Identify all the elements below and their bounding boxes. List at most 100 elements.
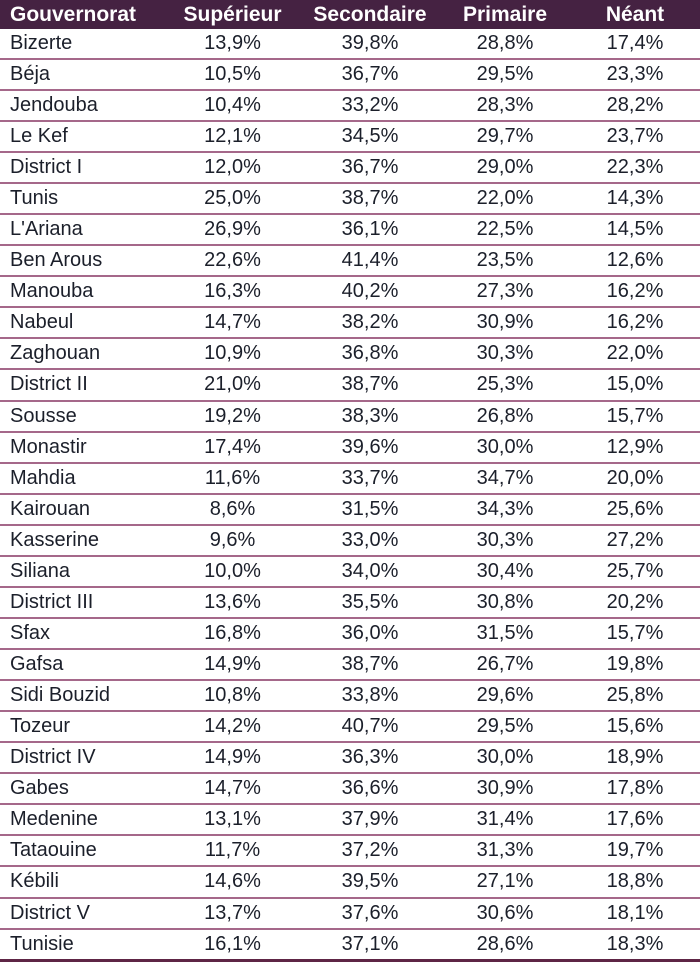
value-cell: 22,6% [204,249,261,272]
governorate-cell: Ben Arous [10,249,103,272]
value-cell: 28,8% [476,31,534,54]
value-cell: 28,2% [606,93,664,116]
table-row: Tataouine 11,7% 37,2% 31,3% 19,7% [0,835,700,866]
governorate-cell: District I [10,156,83,179]
column-header-gouvernorat: Gouvernorat [0,0,165,29]
value-cell: 34,3% [476,497,534,520]
governorate-cell: Kasserine [10,528,99,551]
governorate-cell: Tozeur [10,715,71,738]
value-cell: 11,6% [204,466,261,489]
table-row: Siliana 10,0% 34,0% 30,4% 25,7% [0,555,700,587]
table-row: Kébili 14,6% 39,5% 27,1% 18,8% [0,866,700,897]
value-cell: 39,8% [341,31,399,54]
table-row: Mahdia 11,6% 33,7% 34,7% 20,0% [0,462,700,494]
value-cell: 16,1% [204,932,261,955]
value-cell: 25,3% [476,373,534,396]
value-cell: 30,9% [476,777,534,800]
value-cell: 38,7% [341,653,399,676]
value-cell: 30,8% [476,590,534,613]
value-cell: 14,9% [204,746,261,769]
table-row: Sfax 16,8% 36,0% 31,5% 15,7% [0,617,700,649]
value-cell: 31,4% [476,808,534,831]
table-row: Sidi Bouzid 10,8% 33,8% 29,6% 25,8% [0,680,700,711]
value-cell: 22,3% [606,156,664,179]
value-cell: 37,9% [341,808,399,831]
table-row: District V 13,7% 37,6% 30,6% 18,1% [0,897,700,929]
value-cell: 18,9% [606,746,664,769]
value-cell: 17,4% [204,435,261,458]
governorate-cell: L'Ariana [10,218,83,241]
header-row: Gouvernorat Supérieur Secondaire Primair… [0,0,700,29]
column-header-superieur: Supérieur [165,0,300,29]
governorate-cell: District II [10,373,88,396]
value-cell: 11,7% [204,839,261,862]
value-cell: 29,7% [476,124,534,147]
value-cell: 36,7% [341,156,399,179]
value-cell: 36,0% [341,621,399,644]
value-cell: 36,3% [341,746,399,769]
value-cell: 37,1% [341,932,399,955]
value-cell: 18,1% [606,901,664,924]
table-row: District IV 14,9% 36,3% 30,0% 18,9% [0,742,700,773]
value-cell: 18,3% [606,932,664,955]
table-row: Bizerte 13,9% 39,8% 28,8% 17,4% [0,29,700,59]
table-row: Jendouba 10,4% 33,2% 28,3% 28,2% [0,89,700,121]
value-cell: 20,2% [606,590,664,613]
value-cell: 15,0% [606,373,664,396]
value-cell: 39,6% [341,435,399,458]
value-cell: 15,7% [606,621,664,644]
governorate-cell: Mahdia [10,466,76,489]
value-cell: 38,7% [341,373,399,396]
value-cell: 8,6% [209,497,256,520]
table-row: Kairouan 8,6% 31,5% 34,3% 25,6% [0,493,700,525]
value-cell: 22,0% [606,342,664,365]
table-row: Béja 10,5% 36,7% 29,5% 23,3% [0,58,700,90]
governorate-cell: District III [10,590,94,613]
value-cell: 16,8% [204,621,261,644]
governorate-cell: Monastir [10,435,87,458]
value-cell: 15,6% [606,715,664,738]
table-row: District III 13,6% 35,5% 30,8% 20,2% [0,586,700,618]
table-row: Tunisie 16,1% 37,1% 28,6% 18,3% [0,928,700,961]
table-row: Sousse 19,2% 38,3% 26,8% 15,7% [0,400,700,432]
table-row: District I 12,0% 36,7% 29,0% 22,3% [0,152,700,183]
value-cell: 21,0% [204,373,261,396]
value-cell: 41,4% [341,249,399,272]
column-header-primaire: Primaire [440,0,570,29]
value-cell: 29,5% [476,62,534,85]
value-cell: 27,1% [476,870,534,893]
value-cell: 27,3% [476,280,534,303]
value-cell: 20,0% [606,466,664,489]
value-cell: 18,8% [606,870,664,893]
value-cell: 13,9% [204,31,261,54]
value-cell: 10,5% [204,62,261,85]
value-cell: 31,3% [476,839,534,862]
table-row: Gafsa 14,9% 38,7% 26,7% 19,8% [0,649,700,680]
governorate-cell: Jendouba [10,93,98,116]
table-row: Monastir 17,4% 39,6% 30,0% 12,9% [0,431,700,463]
value-cell: 37,6% [341,901,399,924]
value-cell: 13,7% [204,901,261,924]
value-cell: 19,8% [606,653,664,676]
value-cell: 36,6% [341,777,399,800]
value-cell: 14,5% [606,218,664,241]
value-cell: 34,5% [341,124,399,147]
value-cell: 26,8% [476,404,534,427]
table-row: District II 21,0% 38,7% 25,3% 15,0% [0,369,700,400]
value-cell: 31,5% [476,621,534,644]
value-cell: 36,7% [341,62,399,85]
table-row: Gabes 14,7% 36,6% 30,9% 17,8% [0,773,700,804]
value-cell: 23,5% [476,249,534,272]
value-cell: 33,7% [341,466,399,489]
governorate-cell: Gabes [10,777,69,800]
value-cell: 14,7% [204,311,261,334]
value-cell: 22,5% [476,218,534,241]
governorate-cell: Tunis [10,187,59,210]
value-cell: 12,0% [204,156,261,179]
governorate-cell: Sfax [10,621,51,644]
value-cell: 39,5% [341,870,399,893]
table-row: Tunis 25,0% 38,7% 22,0% 14,3% [0,183,700,214]
value-cell: 15,7% [606,404,664,427]
value-cell: 30,4% [476,559,534,582]
governorate-cell: Kébili [10,870,59,893]
